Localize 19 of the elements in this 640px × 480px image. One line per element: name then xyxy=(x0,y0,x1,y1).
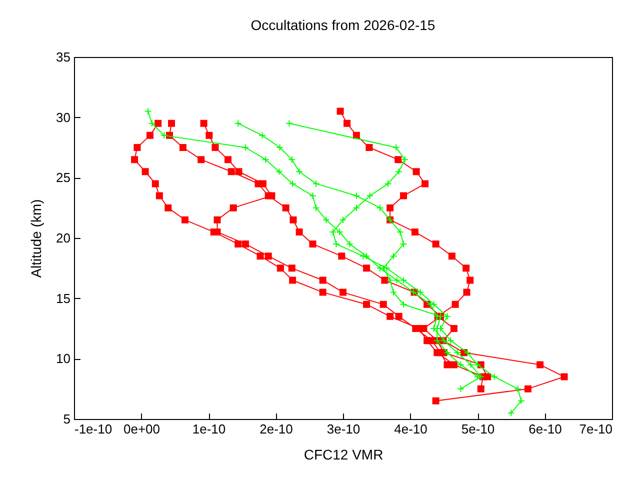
y-tick-label: 5 xyxy=(63,412,70,426)
y-axis-title: Altitude (km) xyxy=(28,199,44,278)
x-tick-label: 4e-10 xyxy=(394,422,428,436)
x-tick-label: 2e-10 xyxy=(260,422,293,436)
chart-title: Occultations from 2026-02-15 xyxy=(250,17,436,33)
y-tick-label: 15 xyxy=(56,290,70,306)
x-tick-label: 6e-10 xyxy=(528,422,562,436)
x-tick-label: 5e-10 xyxy=(461,422,495,436)
y-tick-label: 10 xyxy=(56,351,70,366)
x-tick-label: 0e+00 xyxy=(123,422,160,436)
x-tick-label: 7e-10 xyxy=(579,422,612,436)
y-tick-label: 25 xyxy=(56,170,70,186)
y-tick-label: 35 xyxy=(56,50,70,64)
x-axis-title: CFC12 VMR xyxy=(304,446,384,462)
y-tick-label: 20 xyxy=(56,230,70,246)
x-tick-label: 1e-10 xyxy=(192,422,226,436)
x-tick-label: -1e-10 xyxy=(74,422,112,436)
x-tick-label: 3e-10 xyxy=(326,422,360,436)
y-tick-label: 30 xyxy=(56,110,70,125)
